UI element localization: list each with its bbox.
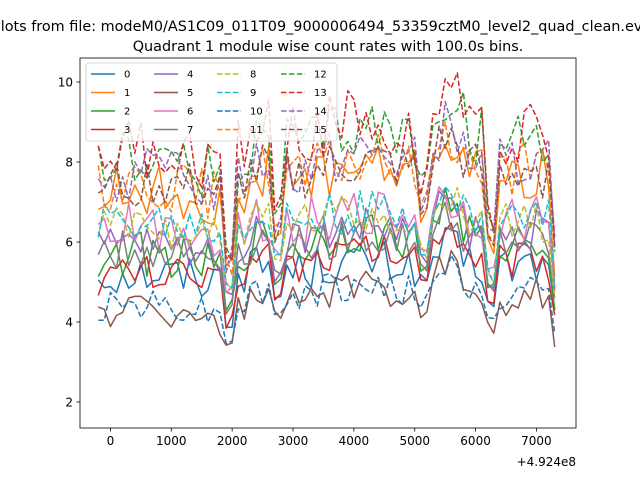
series-line-2: [97, 187, 556, 312]
series-line-3: [97, 222, 556, 330]
y-tick-label: 10: [58, 76, 73, 90]
series-line-13: [97, 72, 556, 262]
series-line-5: [98, 249, 556, 348]
chart-title: Quadrant 1 module wise count rates with …: [133, 39, 524, 55]
x-tick-label: 0: [107, 434, 115, 448]
series-line-9: [97, 185, 556, 289]
y-tick-label: 8: [65, 156, 73, 170]
axes-frame: [79, 57, 577, 429]
legend-label-10: 10: [250, 107, 263, 118]
series-line-1: [97, 143, 556, 278]
legend-label-5: 5: [187, 88, 193, 99]
series-layer: [97, 72, 556, 348]
legend-label-6: 6: [187, 107, 193, 118]
x-offset-label: +4.924e8: [517, 455, 576, 469]
legend-label-13: 13: [314, 88, 327, 99]
legend-label-1: 1: [124, 88, 130, 99]
legend-label-12: 12: [314, 70, 327, 81]
legend-label-11: 11: [250, 125, 263, 136]
legend-label-0: 0: [124, 70, 130, 81]
series-line-7: [97, 201, 556, 315]
figure-suptitle: Plots from file: modeM0/AS1C09_011T09_90…: [0, 19, 640, 35]
y-tick-label: 2: [65, 396, 73, 410]
legend-label-15: 15: [314, 125, 327, 136]
legend-label-9: 9: [250, 88, 256, 99]
x-tick-label: 6000: [460, 434, 491, 448]
legend-label-2: 2: [124, 107, 130, 118]
legend-label-4: 4: [187, 70, 193, 81]
legend-label-8: 8: [250, 70, 256, 81]
x-tick-label: 4000: [339, 434, 370, 448]
x-tick-label: 7000: [521, 434, 552, 448]
legend-box: [85, 62, 338, 142]
legend-label-14: 14: [314, 107, 327, 118]
x-tick-label: 3000: [278, 434, 309, 448]
series-line-11: [97, 121, 556, 276]
y-tick-label: 6: [65, 236, 73, 250]
x-tick-label: 5000: [399, 434, 430, 448]
legend-label-3: 3: [124, 125, 130, 136]
series-line-10: [98, 254, 556, 345]
x-tick-label: 1000: [156, 434, 187, 448]
y-tick-label: 4: [65, 316, 73, 330]
x-tick-label: 2000: [217, 434, 248, 448]
series-line-15: [97, 125, 556, 260]
series-line-6: [97, 186, 556, 294]
legend-label-7: 7: [187, 125, 193, 136]
